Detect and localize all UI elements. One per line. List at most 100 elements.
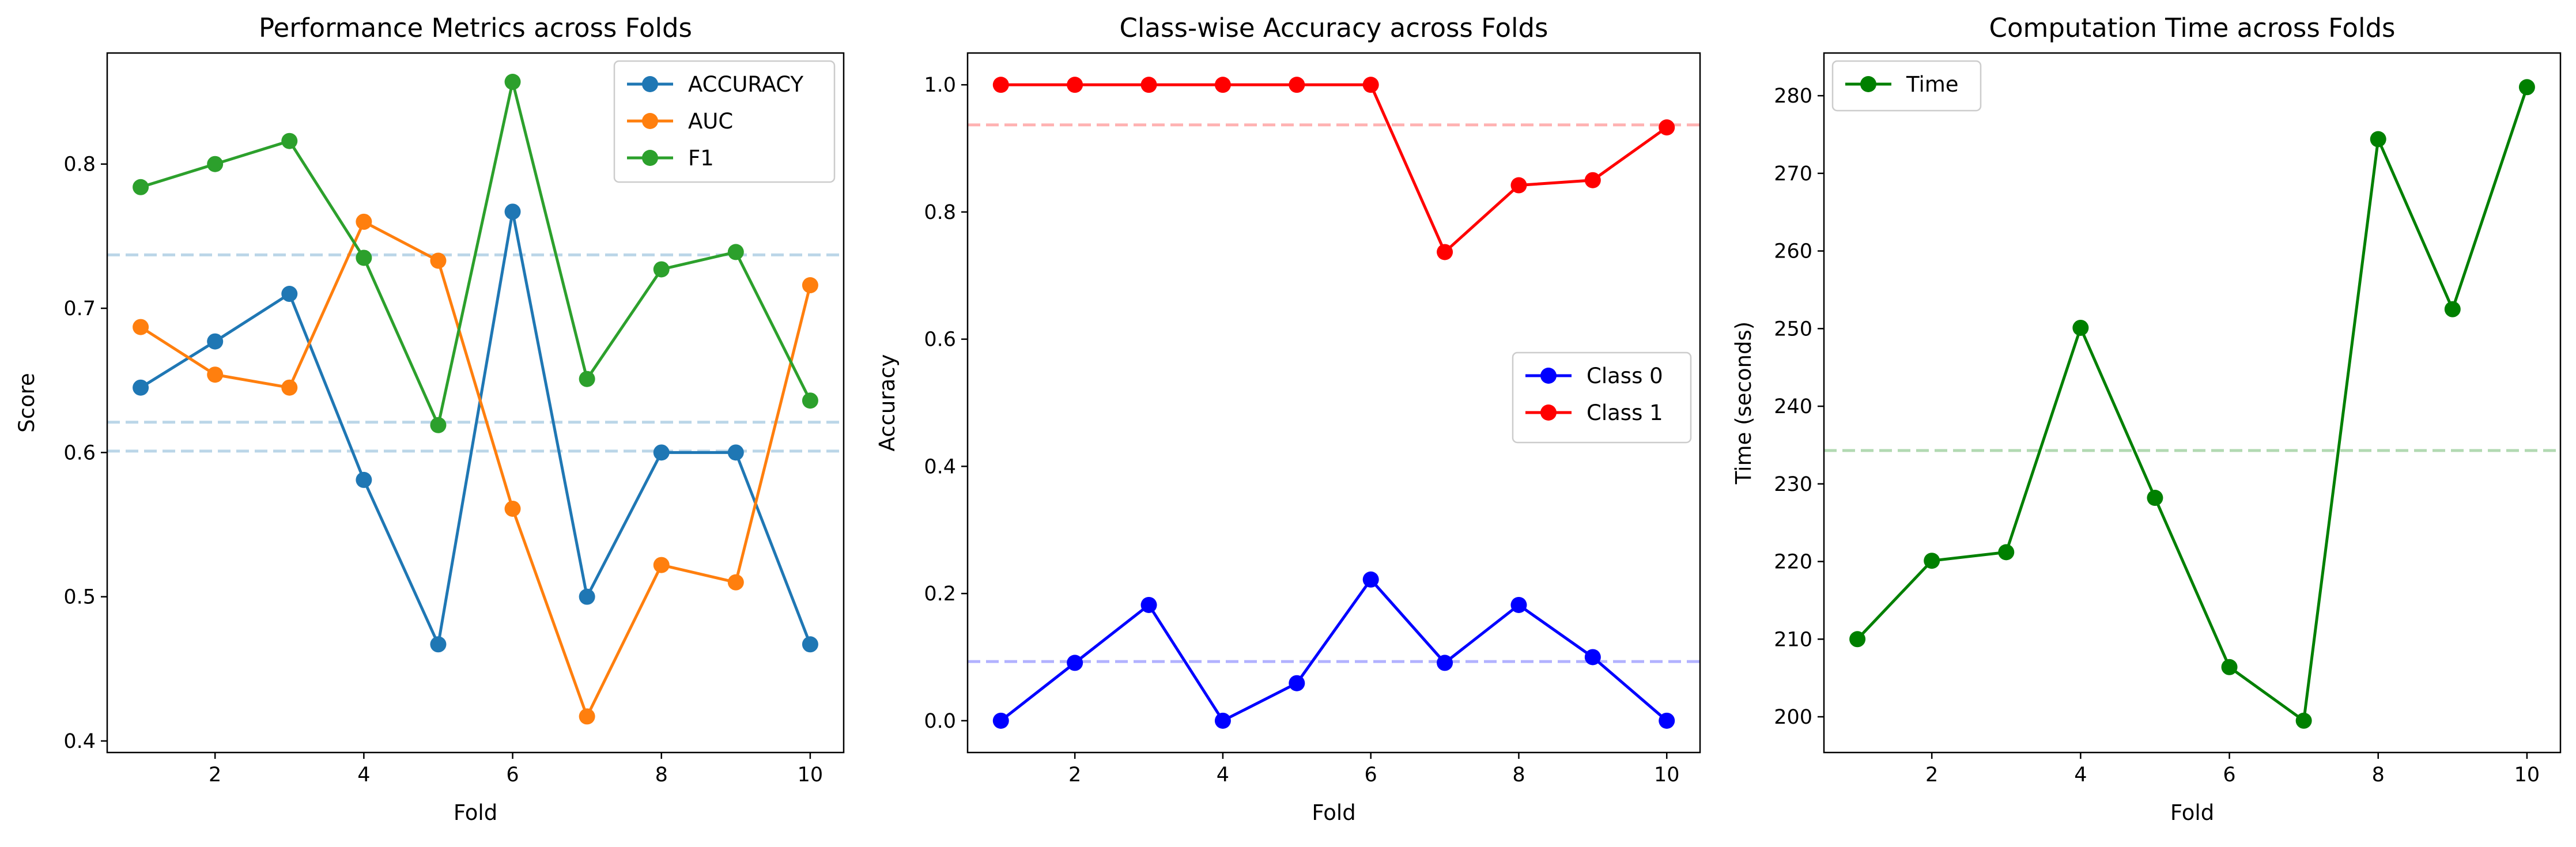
data-point [579, 588, 595, 605]
y-tick-label: 0.7 [63, 297, 96, 320]
axes-frame [1823, 52, 2562, 754]
data-point [207, 156, 224, 172]
data-point [430, 636, 447, 653]
x-axis-label: Fold [1312, 800, 1355, 825]
x-tick-label: 10 [798, 763, 824, 786]
axes-frame [106, 52, 845, 754]
legend-box [1831, 60, 1982, 112]
data-point [1659, 712, 1675, 729]
y-tick-label: 0.0 [924, 710, 956, 733]
legend: Class 0 Class 1 [1512, 351, 1692, 444]
data-point [1140, 77, 1157, 93]
data-point [579, 370, 595, 387]
data-point [2444, 301, 2461, 317]
data-point [207, 333, 224, 350]
chart-panel-1: 2 4 6 8 10 0.4 0.5 0.6 0.7 0.8 Performance Metrics… [14, 13, 845, 825]
data-point [1510, 177, 1527, 194]
y-tick-label: 0.6 [63, 441, 96, 464]
x-tick-label: 6 [2223, 763, 2235, 786]
data-point [356, 213, 372, 230]
legend-label: Class 1 [1587, 400, 1663, 425]
legend-swatch-marker [642, 76, 658, 92]
y-tick-label: 0.5 [63, 586, 96, 609]
data-point [1998, 544, 2015, 561]
x-tick-label: 8 [1512, 763, 1525, 786]
y-tick-label: 240 [1774, 395, 1812, 418]
data-point [1584, 649, 1601, 666]
y-tick-label: 250 [1774, 317, 1812, 341]
data-point [1659, 119, 1675, 136]
y-tick-label: 270 [1774, 162, 1812, 186]
x-tick-label: 6 [506, 763, 519, 786]
data-point [1437, 244, 1453, 260]
legend-label: Time [1906, 72, 1959, 97]
y-tick-label: 260 [1774, 240, 1812, 263]
data-point [802, 277, 818, 293]
chart-panel-3: 2 4 6 8 10 200 210 220 230 240 250 260 270 280 Computa… [1731, 13, 2562, 825]
data-point [653, 444, 670, 461]
legend-label: F1 [688, 146, 714, 171]
x-tick-label: 2 [209, 763, 221, 786]
data-point [1362, 77, 1379, 93]
series-line-class-1 [1000, 83, 1668, 254]
legend-box [613, 60, 836, 183]
legend-label: Class 0 [1587, 364, 1663, 388]
legend-label: ACCURACY [688, 72, 803, 97]
data-point [653, 557, 670, 573]
data-point [992, 77, 1009, 93]
x-tick-label: 10 [2514, 763, 2540, 786]
data-point [1849, 631, 1866, 648]
data-point [992, 712, 1009, 729]
data-point [356, 471, 372, 488]
chart-title: Computation Time across Folds [1989, 13, 2396, 43]
data-point [802, 392, 818, 409]
legend-swatch-marker [1540, 368, 1557, 384]
y-tick-label: 0.4 [924, 455, 956, 478]
data-point [579, 708, 595, 725]
y-tick-label: 0.4 [63, 730, 96, 753]
data-point [1067, 77, 1083, 93]
data-point [2147, 490, 2163, 506]
chart-title: Class-wise Accuracy across Folds [1120, 13, 1548, 43]
y-tick-label: 230 [1774, 473, 1812, 496]
legend-swatch-marker [642, 113, 658, 129]
data-point [2518, 79, 2535, 96]
y-axis-label: Time (seconds) [1731, 322, 1756, 485]
data-point [504, 500, 521, 517]
y-tick-label: 0.8 [924, 201, 956, 224]
data-point [727, 244, 744, 260]
y-tick-label: 0.6 [924, 328, 956, 351]
series-line-accuracy [139, 210, 812, 646]
series-line-time [1856, 86, 2529, 723]
data-point [1289, 675, 1305, 691]
series-line-auc [139, 220, 812, 718]
data-point [133, 179, 149, 195]
data-point [727, 574, 744, 591]
x-tick-label: 8 [655, 763, 668, 786]
data-point [281, 133, 298, 149]
x-tick-label: 6 [1365, 763, 1377, 786]
data-point [1584, 172, 1601, 188]
x-tick-label: 4 [357, 763, 370, 786]
series-line-class-0 [1000, 578, 1668, 723]
legend-swatch-marker [642, 150, 658, 166]
x-tick-label: 4 [2074, 763, 2087, 786]
data-point [1437, 655, 1453, 671]
x-tick-label: 10 [1654, 763, 1680, 786]
data-point [2370, 131, 2386, 148]
x-axis-label: Fold [454, 800, 497, 825]
y-tick-label: 280 [1774, 85, 1812, 108]
data-point [2295, 712, 2312, 729]
data-point [1140, 596, 1157, 613]
data-point [802, 636, 818, 653]
legend-swatch-marker [1860, 76, 1876, 92]
series-line-f1 [140, 80, 812, 427]
data-point [727, 444, 744, 461]
data-point [504, 74, 521, 90]
x-tick-label: 2 [1925, 763, 1938, 786]
y-axis-label: Accuracy [875, 354, 900, 452]
data-point [1214, 77, 1231, 93]
x-tick-label: 8 [2372, 763, 2385, 786]
legend: Time [1831, 60, 1982, 112]
